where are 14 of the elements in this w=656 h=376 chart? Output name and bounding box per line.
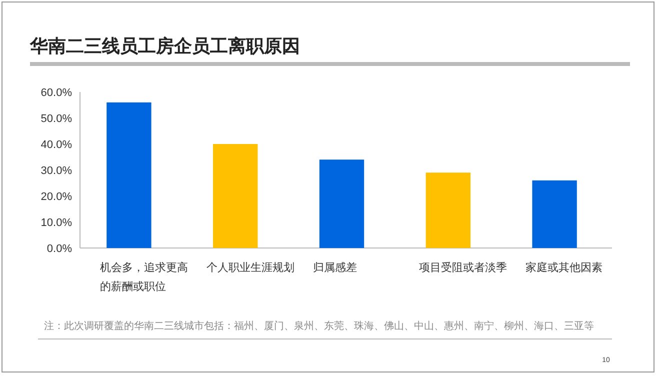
x-tick-label: 机会多，追求更高的薪酬或职位 (100, 260, 189, 295)
text: 注：此次调研覆盖的华南二三线城市包括：福州、厦门、泉州、东莞、珠海、佛山、中山、惠州、南宁、柳州、海口、三亚等 (44, 320, 594, 332)
y-tick-label: 10.0% (40, 217, 72, 229)
y-tick-label: 60.0% (40, 87, 72, 99)
y-tick-label: 20.0% (40, 191, 72, 203)
x-tick-label: 项目受阻或者淡季 (419, 260, 508, 276)
x-tick-label: 归属感差 (312, 260, 358, 276)
y-tick-label: 30.0% (40, 165, 72, 177)
chart-title: 华南二三线员工房企员工离职原因 (29, 36, 300, 56)
y-tick-label: 0.0% (46, 243, 72, 255)
y-tick-label: 40.0% (40, 139, 72, 151)
y-tick-label: 50.0% (40, 113, 72, 125)
x-tick-label: 家庭或其他因素 (526, 260, 604, 276)
x-tick-label: 个人职业生涯规划 (206, 260, 296, 276)
